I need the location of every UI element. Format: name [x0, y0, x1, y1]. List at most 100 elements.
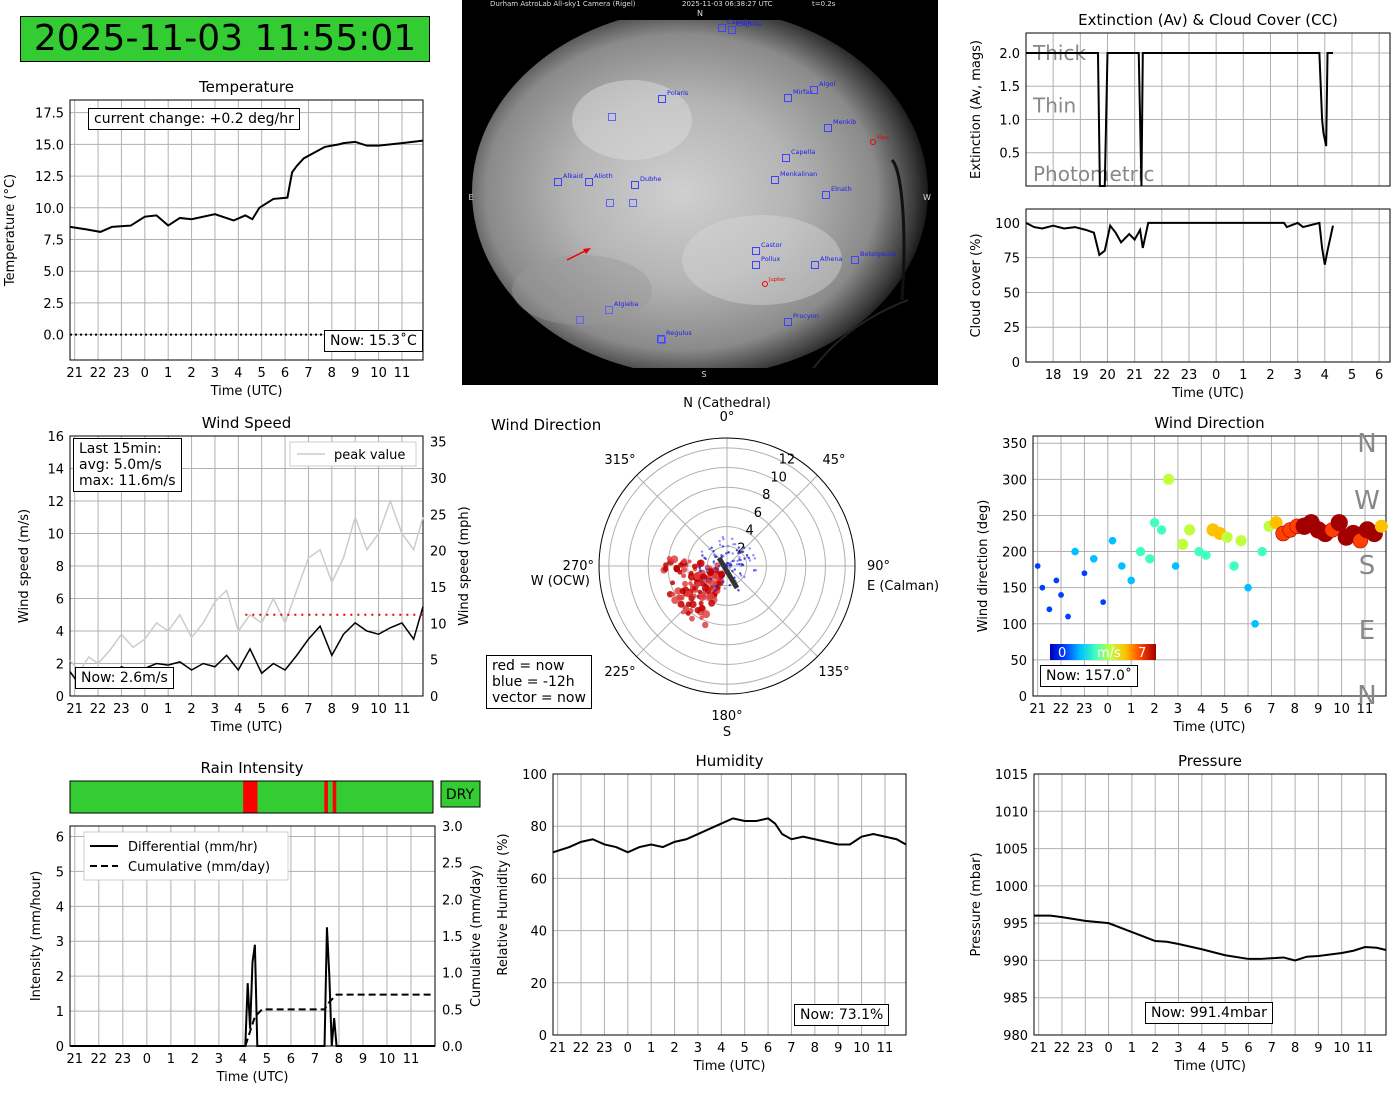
sky-star-label: Alioth [594, 172, 613, 180]
wind-polar-point-old [742, 546, 746, 549]
wind-polar-point-now [697, 559, 705, 568]
sky-star-label: Menkalinan [780, 170, 817, 178]
temperature-xtick: 4 [234, 366, 242, 381]
sky-planet-label: Mars [877, 135, 889, 141]
sky-star-box [752, 247, 760, 255]
rain-legend-diff: Differential (mm/hr) [128, 840, 258, 855]
wind-polar-point-now [688, 581, 693, 586]
wind-polar-point-old [699, 569, 702, 573]
wind-polar-point-old [708, 547, 711, 551]
sky-star-box [629, 199, 637, 207]
rain-y2tick: 0.0 [442, 1040, 463, 1055]
temperature-ytick: 12.5 [35, 170, 64, 185]
pressure-xtick: 5 [1221, 1041, 1229, 1056]
wind-polar-label: 180° [711, 709, 742, 724]
wind-direction-xtick: 6 [1244, 702, 1252, 717]
wind-direction-point [1330, 514, 1348, 532]
pressure-xtick: 3 [1174, 1041, 1182, 1056]
wind-speed-xtick: 10 [370, 702, 387, 717]
wind-direction-point [1053, 577, 1060, 584]
wind-direction-point [1257, 546, 1267, 557]
rain-xtick: 22 [91, 1052, 108, 1067]
wind-direction-xtick: 0 [1104, 702, 1112, 717]
wind-polar-point-old [738, 562, 741, 566]
cloud-cover-xtick: 2 [1266, 368, 1274, 383]
rain-xtick: 10 [379, 1052, 396, 1067]
pressure-xtick: 1 [1128, 1041, 1136, 1056]
wind-polar-point-now [698, 594, 706, 602]
wind-polar-label: N (Cathedral) [683, 396, 771, 411]
humidity-xtick: 21 [549, 1041, 566, 1056]
wind-polar-label: 315° [604, 453, 635, 468]
temperature-chart: 21 22 23 0 1 2 3 4 5 6 7 8 9 10 110.02.55.07.510.012.5… [3, 78, 424, 399]
wind-direction-xtick: 9 [1314, 702, 1322, 717]
rain-wet-period [332, 781, 337, 813]
humidity-ytick: 80 [530, 820, 547, 835]
wind-polar-point-old [726, 544, 730, 548]
rain-ytick: 3 [56, 935, 64, 950]
temperature-ytick: 17.5 [35, 107, 64, 122]
humidity-xtick: 3 [694, 1041, 702, 1056]
rain-ylabel: Intensity (mm/hour) [29, 871, 44, 1001]
wind-polar-point-old [746, 555, 749, 559]
wind-direction-point [1046, 606, 1053, 613]
wind-polar-point-old [722, 580, 725, 583]
wind-polar-point-now [698, 600, 704, 606]
humidity-ytick: 20 [530, 977, 547, 992]
pressure-xtick: 4 [1198, 1041, 1206, 1056]
rain-wet-period [243, 781, 258, 813]
sky-star-box [784, 94, 792, 102]
wind-direction-point [1058, 591, 1064, 598]
cloud-cover-ytick: 100 [995, 217, 1020, 232]
wind-direction-point [1149, 517, 1160, 528]
humidity-xtick: 4 [717, 1041, 725, 1056]
wind-polar-point-old [712, 549, 715, 553]
wind-speed-y2tick: 10 [430, 617, 447, 632]
rain-title: Rain Intensity [200, 759, 303, 777]
sky-star-label: Alhena [820, 255, 842, 263]
wind-polar-point-now [684, 590, 692, 598]
wind-speed-xtick: 11 [394, 702, 411, 717]
sky-star-box [718, 24, 726, 32]
humidity-xtick: 8 [811, 1041, 819, 1056]
wind-direction-ytick: 350 [1002, 437, 1027, 452]
pressure-xtick: 10 [1333, 1041, 1350, 1056]
wind-direction-xtick: 8 [1291, 702, 1299, 717]
wind-polar-point-old [701, 554, 704, 557]
extinction-thin-label: Thin [1032, 93, 1076, 117]
rain-xtick: 23 [115, 1052, 132, 1067]
rain-ylabel2: Cumulative (mm/day) [469, 865, 484, 1007]
wind-direction-point [1034, 563, 1041, 569]
temperature-ytick: 10.0 [35, 202, 64, 217]
wind-speed-ylabel2: Wind speed (mph) [457, 506, 472, 626]
wind-polar-point-old [722, 537, 725, 541]
rain-xlabel: Time (UTC) [216, 1070, 289, 1085]
wind-polar-point-old [733, 568, 736, 571]
temperature-ytick: 5.0 [43, 265, 64, 280]
wind-speed-y2tick: 35 [430, 436, 447, 451]
wind-direction-ytick: 100 [1002, 618, 1027, 633]
wind-direction-compass-label: E [1359, 616, 1375, 646]
sky-star-label: Capella [791, 148, 815, 156]
temperature-xtick: 8 [328, 366, 336, 381]
cloud-cover-line [1025, 221, 1334, 265]
wind-speed-y2tick: 15 [430, 581, 447, 596]
pressure-xtick: 7 [1268, 1041, 1276, 1056]
wind-polar-point-old [731, 537, 734, 541]
wind-direction-point [1374, 519, 1388, 533]
sky-star-label: Algol [819, 80, 835, 88]
wind-direction-xtick: 11 [1357, 702, 1374, 717]
wind-polar-point-now [708, 599, 716, 607]
cloud-cover-xlabel: Time (UTC) [1171, 386, 1244, 401]
rain-y2tick: 1.5 [442, 930, 463, 945]
pressure-xtick: 6 [1244, 1041, 1252, 1056]
humidity-title: Humidity [695, 752, 763, 770]
wind-polar-label: S [723, 725, 731, 740]
wind-speed-y2tick: 5 [430, 654, 438, 669]
wind-polar-point-now [677, 594, 683, 601]
extinction-title: Extinction (Av) & Cloud Cover (CC) [1078, 11, 1338, 29]
pressure-ytick: 1015 [995, 768, 1028, 783]
wind-direction-xtick: 5 [1221, 702, 1229, 717]
wind-polar-title: Wind Direction [491, 416, 601, 434]
wind-speed-title: Wind Speed [202, 414, 292, 432]
